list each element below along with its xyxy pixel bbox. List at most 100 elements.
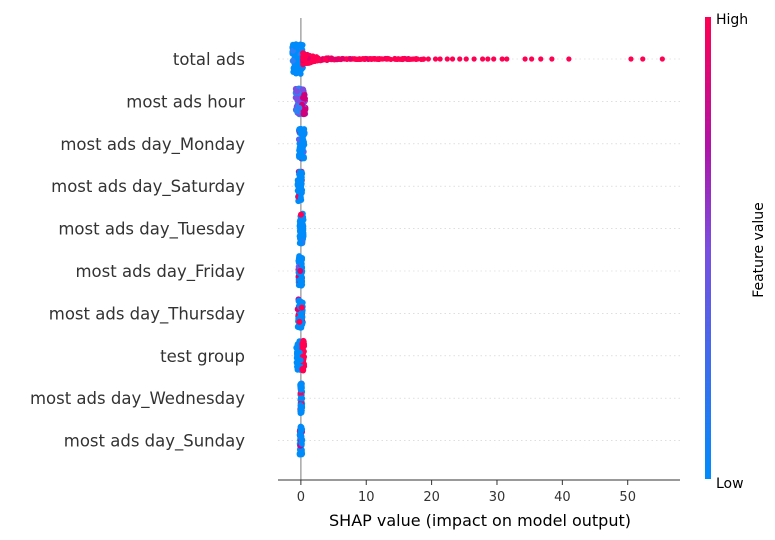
x-tick-label: 30: [489, 490, 506, 505]
colorbar-low-label: Low: [716, 476, 744, 492]
shap-point: [322, 56, 329, 63]
shap-point: [294, 60, 301, 67]
feature-label: most ads day_Saturday: [51, 177, 245, 197]
shap-point: [408, 56, 414, 62]
shap-point: [432, 56, 439, 62]
x-tick-label: 0: [297, 490, 305, 505]
shap-point: [299, 86, 306, 93]
shap-point: [421, 56, 427, 62]
shap-point: [367, 56, 374, 62]
shap-point: [298, 404, 305, 411]
shap-point: [504, 56, 510, 62]
shap-point: [299, 450, 306, 457]
shap-points: [289, 41, 665, 458]
shap-point: [297, 211, 304, 218]
colorbar-high-label: High: [716, 12, 748, 28]
shap-point: [298, 190, 305, 197]
shap-point: [297, 239, 304, 246]
x-tick-label: 20: [423, 490, 440, 505]
shap-point: [297, 183, 304, 190]
shap-point: [334, 57, 340, 63]
shap-point: [297, 395, 304, 402]
shap-point: [549, 56, 555, 62]
x-tick-label: 10: [358, 490, 375, 505]
shap-point: [298, 43, 305, 50]
shap-point: [374, 56, 380, 62]
shap-point: [310, 53, 316, 59]
shap-point: [392, 55, 398, 62]
shap-point: [298, 440, 305, 447]
feature-label: total ads: [173, 50, 245, 69]
feature-label: most ads day_Thursday: [49, 304, 245, 324]
row-gridlines: [278, 58, 680, 441]
shap-point: [491, 56, 497, 62]
shap-point: [295, 297, 302, 304]
x-tick-label: 50: [619, 490, 636, 505]
shap-point: [463, 56, 469, 62]
x-axis-ticks: 0 10 20 30 40 50: [297, 480, 636, 505]
shap-point: [301, 91, 308, 98]
shap-point: [301, 106, 308, 113]
shap-point: [640, 56, 646, 62]
feature-label: test group: [160, 347, 245, 366]
shap-point: [339, 56, 345, 62]
shap-point: [294, 365, 301, 372]
shap-point: [437, 56, 443, 62]
shap-point: [296, 126, 303, 133]
shap-point: [296, 233, 303, 240]
shap-point: [314, 58, 321, 64]
shap-point: [293, 95, 300, 102]
shap-point: [529, 56, 535, 62]
shap-point: [289, 57, 296, 64]
shap-point: [294, 349, 301, 356]
feature-label: most ads day_Tuesday: [58, 220, 245, 240]
shap-point: [388, 56, 394, 63]
shap-point: [299, 345, 306, 352]
shap-point: [297, 384, 304, 391]
shap-point: [354, 56, 360, 62]
shap-point: [301, 110, 308, 117]
shap-point: [298, 219, 305, 226]
shap-point: [659, 56, 665, 62]
shap-point: [471, 56, 477, 62]
shap-point: [479, 56, 486, 62]
shap-point: [361, 56, 368, 62]
shap-point: [329, 55, 335, 62]
shap-point: [296, 318, 303, 325]
shap-point: [300, 227, 307, 234]
feature-labels: total ads most ads hour most ads day_Monda…: [30, 50, 245, 452]
shap-point: [499, 56, 505, 62]
feature-label: most ads day_Wednesday: [30, 389, 245, 409]
shap-point: [566, 56, 572, 62]
colorbar: [705, 17, 711, 479]
shap-point: [444, 56, 450, 62]
shap-point: [299, 366, 306, 373]
shap-point: [628, 56, 634, 62]
shap-point: [293, 107, 300, 114]
shap-point: [425, 56, 431, 62]
x-tick-label: 40: [554, 490, 571, 505]
feature-label: most ads day_Sunday: [64, 432, 245, 452]
feature-label: most ads day_Monday: [60, 135, 245, 155]
shap-point: [296, 277, 303, 284]
shap-point: [300, 56, 306, 62]
shap-point: [309, 59, 316, 65]
shap-point: [297, 267, 304, 274]
shap-point: [299, 341, 306, 348]
shap-point: [449, 56, 456, 62]
shap-point: [485, 56, 491, 62]
shap-point: [296, 170, 303, 177]
shap-point: [298, 426, 305, 433]
shap-point: [522, 56, 528, 62]
shap-point: [299, 281, 306, 288]
shap-point: [296, 253, 303, 260]
shap-point: [299, 138, 306, 145]
shap-point: [297, 151, 304, 158]
shap-point: [538, 56, 544, 62]
shap-point: [298, 261, 305, 268]
shap-point: [297, 432, 304, 439]
shap-point: [413, 56, 419, 62]
shap-point: [297, 357, 304, 364]
shap-point: [300, 155, 307, 162]
